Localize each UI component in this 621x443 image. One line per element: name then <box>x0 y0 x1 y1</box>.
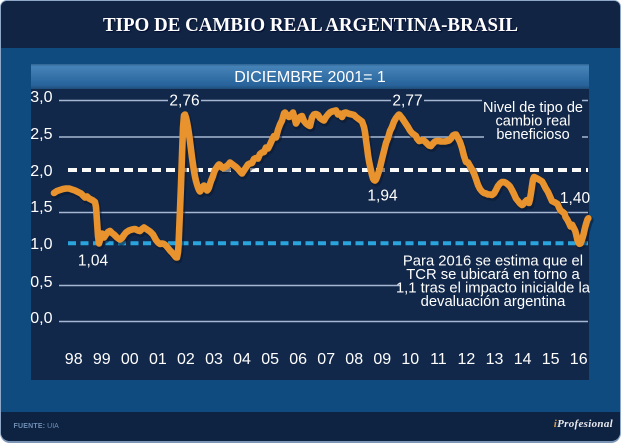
svg-text:1,40: 1,40 <box>560 190 591 207</box>
svg-text:15: 15 <box>542 351 560 368</box>
svg-text:08: 08 <box>345 351 363 368</box>
svg-text:14: 14 <box>514 351 532 368</box>
svg-text:Nivel de tipo de: Nivel de tipo de <box>483 100 583 116</box>
svg-text:2,77: 2,77 <box>392 93 422 110</box>
svg-text:1,5: 1,5 <box>30 199 52 216</box>
svg-text:Para 2016 se estima que el: Para 2016 se estima que el <box>403 254 583 270</box>
svg-text:0,5: 0,5 <box>30 274 52 291</box>
svg-text:0,0: 0,0 <box>30 310 52 327</box>
svg-text:10: 10 <box>401 351 419 368</box>
svg-text:98: 98 <box>65 351 83 368</box>
svg-text:05: 05 <box>261 351 279 368</box>
svg-text:99: 99 <box>93 351 111 368</box>
svg-text:1,94: 1,94 <box>367 188 398 205</box>
svg-text:16: 16 <box>570 351 588 368</box>
svg-text:12: 12 <box>458 351 476 368</box>
svg-text:06: 06 <box>289 351 307 368</box>
svg-text:1,0: 1,0 <box>30 236 52 253</box>
svg-text:07: 07 <box>317 351 335 368</box>
svg-text:00: 00 <box>121 351 139 368</box>
svg-text:1,1 tras el impacto inicialde: 1,1 tras el impacto inicialde la <box>396 281 591 297</box>
svg-text:1,04: 1,04 <box>78 253 109 270</box>
svg-text:09: 09 <box>373 351 391 368</box>
svg-text:TCR se ubicará en torno a: TCR se ubicará en torno a <box>406 267 580 283</box>
svg-text:01: 01 <box>149 351 167 368</box>
svg-text:02: 02 <box>177 351 195 368</box>
svg-text:13: 13 <box>486 351 504 368</box>
svg-text:2,0: 2,0 <box>30 163 52 180</box>
svg-text:cambio real: cambio real <box>496 114 571 130</box>
svg-text:devaluación argentina: devaluación argentina <box>421 294 567 310</box>
svg-text:2,5: 2,5 <box>30 126 52 143</box>
svg-text:04: 04 <box>233 351 251 368</box>
svg-text:03: 03 <box>205 351 223 368</box>
svg-text:2,76: 2,76 <box>169 93 199 110</box>
svg-text:3,0: 3,0 <box>30 89 52 106</box>
svg-text:11: 11 <box>430 351 447 368</box>
svg-text:beneficioso: beneficioso <box>496 127 569 143</box>
